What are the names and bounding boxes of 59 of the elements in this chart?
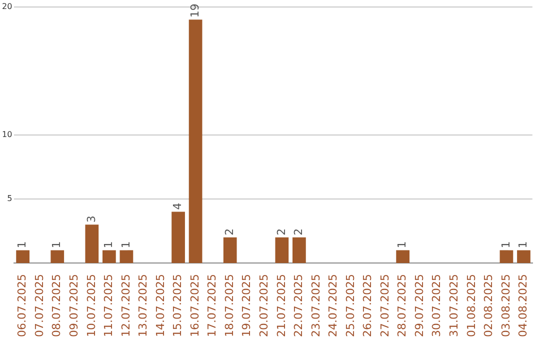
x-tick-label: 01.08.2025: [464, 274, 478, 338]
x-tick-label: 25.07.2025: [344, 274, 357, 338]
x-tick-label: 02.08.2025: [482, 274, 496, 338]
bar: [396, 250, 410, 264]
data-label: 2: [222, 228, 236, 236]
bar: [188, 20, 202, 264]
data-label: 1: [16, 241, 29, 248]
x-tick-label: 23.07.2025: [309, 274, 322, 338]
x-tick-label: 04.08.2025: [516, 274, 530, 338]
data-label: 1: [396, 241, 409, 248]
x-tick-label: 17.07.2025: [206, 274, 219, 338]
data-label: 1: [102, 241, 116, 248]
data-label: 1: [119, 241, 132, 248]
x-tick-label: 31.07.2025: [448, 274, 460, 338]
data-label: 1: [50, 241, 64, 248]
bar: [275, 237, 289, 264]
bar: [50, 250, 64, 264]
x-tick-label: 13.07.2025: [136, 274, 150, 338]
y-tick-label: 10: [2, 130, 12, 139]
y-tick-label: 5: [7, 194, 12, 204]
x-tick-label: 22.07.2025: [292, 274, 306, 338]
x-tick-label: 07.07.2025: [32, 274, 46, 338]
bar: [102, 250, 116, 264]
data-label: 4: [171, 202, 184, 210]
x-tick-label: 21.07.2025: [274, 274, 288, 338]
x-tick-label: 16.07.2025: [188, 274, 202, 338]
x-tick-label: 14.07.2025: [154, 274, 167, 338]
x-tick-label: 06.07.2025: [16, 274, 29, 338]
x-tick-label: 11.07.2025: [102, 274, 116, 338]
x-tick-label: 28.07.2025: [396, 274, 409, 338]
x-tick-label: 03.08.2025: [499, 274, 512, 338]
x-tick-label: 18.07.2025: [222, 274, 236, 338]
bar: [172, 212, 185, 264]
x-tick-label: 30.07.2025: [430, 274, 444, 338]
data-label: 2: [274, 228, 288, 236]
bar: [223, 237, 237, 264]
data-label: 1: [516, 241, 530, 248]
x-tick-label: 09.07.2025: [67, 274, 80, 338]
x-tick-label: 15.07.2025: [171, 274, 184, 338]
x-tick-label: 26.07.2025: [361, 274, 374, 338]
x-tick-label: 08.07.2025: [50, 274, 64, 338]
x-tick-label: 12.07.2025: [119, 274, 132, 338]
data-label: 3: [84, 216, 98, 223]
x-tick-label: 10.07.2025: [84, 274, 98, 338]
bar: [292, 237, 306, 264]
bar: [500, 250, 514, 264]
data-label: 1: [499, 241, 512, 248]
y-tick-label: 20: [2, 2, 12, 11]
data-label: 2: [292, 228, 306, 236]
x-tick-label: 20.07.2025: [258, 274, 270, 338]
x-tick-label: 19.07.2025: [240, 274, 254, 338]
x-tick-label: 27.07.2025: [378, 274, 392, 338]
data-label: 19: [188, 4, 202, 18]
x-tick-label: 29.07.2025: [412, 274, 426, 338]
bar: [517, 250, 530, 264]
bar: [16, 250, 30, 264]
bar: [85, 224, 99, 264]
bar: [120, 250, 134, 264]
x-tick-label: 24.07.2025: [326, 274, 340, 338]
